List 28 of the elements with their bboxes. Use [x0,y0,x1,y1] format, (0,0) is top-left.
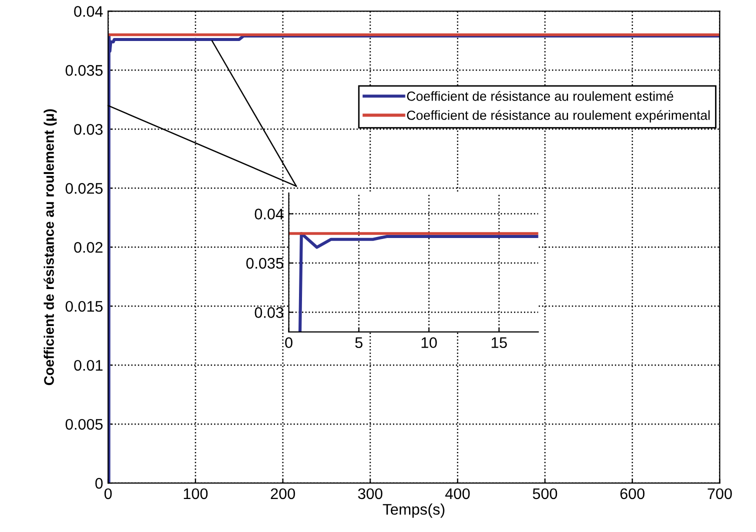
x-tick-label: 600 [620,488,644,500]
x-tick-label: 0 [104,488,112,500]
x-tick-label: 15 [492,337,507,348]
x-tick-label: 10 [422,337,437,348]
y-axis-title: Coefficient de résistance au roulement (μ) [44,109,57,386]
x-tick-label: 100 [184,488,208,500]
y-tick-label: 0.035 [246,258,284,269]
y-tick-label: 0 [95,478,103,489]
y-tick-label: 0.03 [74,124,103,135]
y-tick-label: 0.03 [254,307,284,318]
x-tick-label: 0 [285,337,292,348]
x-tick-label: 300 [358,488,382,500]
legend-label: Coefficient de résistance au roulement estimé [407,91,674,101]
x-axis-title: Temps(s) [382,504,444,518]
y-tick-label: 0.02 [74,242,102,253]
y-tick-label: 0.035 [66,65,103,76]
x-tick-label: 200 [270,488,295,500]
y-tick-label: 0.025 [66,182,103,194]
x-tick-label: 400 [445,488,470,500]
y-tick-label: 0.01 [74,360,103,371]
legend-label: Coefficient de résistance au roulement expérimental [407,110,710,123]
y-tick-label: 0.005 [66,418,103,430]
y-tick-label: 0.04 [254,208,284,220]
x-tick-label: 500 [532,488,558,500]
x-tick-label: 700 [708,488,732,500]
y-tick-label: 0.04 [74,6,103,17]
y-tick-label: 0.015 [66,300,103,312]
x-tick-label: 5 [355,337,362,348]
